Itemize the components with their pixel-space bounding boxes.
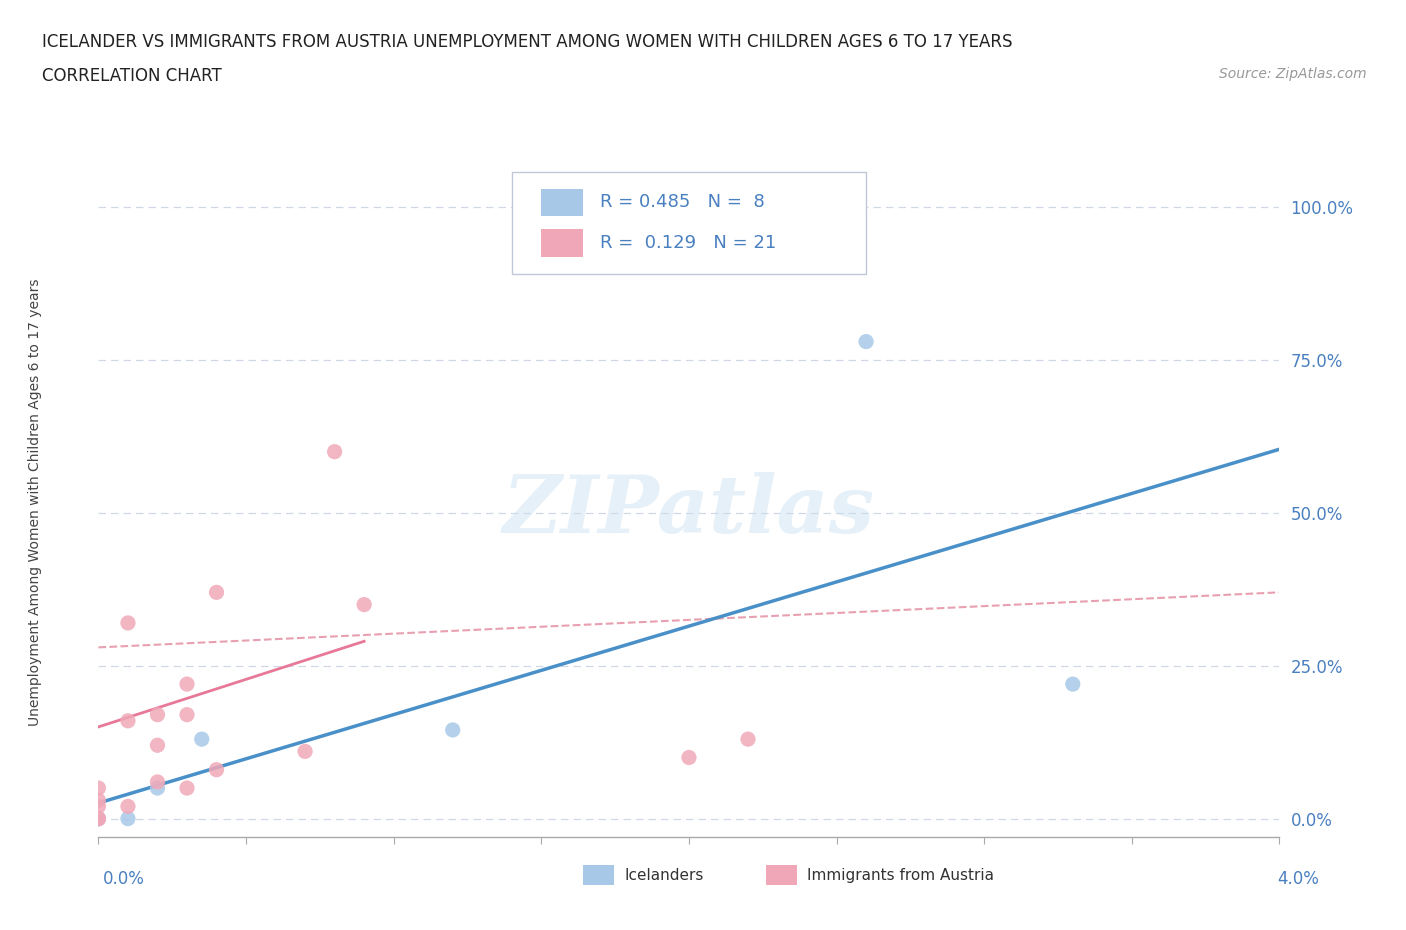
Point xyxy=(87,811,110,826)
Point xyxy=(117,799,139,814)
Text: 4.0%: 4.0% xyxy=(1277,870,1319,888)
Text: Immigrants from Austria: Immigrants from Austria xyxy=(807,868,994,883)
Point xyxy=(678,751,700,765)
Point xyxy=(146,780,169,795)
Point xyxy=(87,811,110,826)
Text: CORRELATION CHART: CORRELATION CHART xyxy=(42,67,222,85)
Point xyxy=(353,597,375,612)
Text: ICELANDER VS IMMIGRANTS FROM AUSTRIA UNEMPLOYMENT AMONG WOMEN WITH CHILDREN AGES: ICELANDER VS IMMIGRANTS FROM AUSTRIA UNE… xyxy=(42,33,1012,50)
Point xyxy=(737,732,759,747)
Text: Source: ZipAtlas.com: Source: ZipAtlas.com xyxy=(1219,67,1367,81)
FancyBboxPatch shape xyxy=(541,230,582,257)
Point xyxy=(146,707,169,722)
Point xyxy=(87,793,110,808)
Point xyxy=(205,763,228,777)
Text: R = 0.485   N =  8: R = 0.485 N = 8 xyxy=(600,193,765,211)
Point xyxy=(146,775,169,790)
Point xyxy=(176,780,198,795)
Point xyxy=(146,737,169,752)
Point xyxy=(87,780,110,795)
Point xyxy=(191,732,214,747)
FancyBboxPatch shape xyxy=(541,189,582,216)
Point xyxy=(87,811,110,826)
Text: Icelanders: Icelanders xyxy=(624,868,703,883)
Point xyxy=(205,585,228,600)
Text: 0.0%: 0.0% xyxy=(103,870,145,888)
Point xyxy=(1062,677,1084,692)
Point xyxy=(117,616,139,631)
Point xyxy=(441,723,464,737)
Point xyxy=(176,707,198,722)
Point xyxy=(117,811,139,826)
Text: Unemployment Among Women with Children Ages 6 to 17 years: Unemployment Among Women with Children A… xyxy=(28,278,42,726)
Text: ZIPatlas: ZIPatlas xyxy=(503,472,875,550)
Point xyxy=(323,445,346,459)
FancyBboxPatch shape xyxy=(512,172,866,273)
Text: R =  0.129   N = 21: R = 0.129 N = 21 xyxy=(600,234,776,252)
Point xyxy=(87,811,110,826)
Point xyxy=(294,744,316,759)
Point xyxy=(117,713,139,728)
Point xyxy=(176,677,198,692)
Point xyxy=(87,799,110,814)
Point xyxy=(855,334,877,349)
